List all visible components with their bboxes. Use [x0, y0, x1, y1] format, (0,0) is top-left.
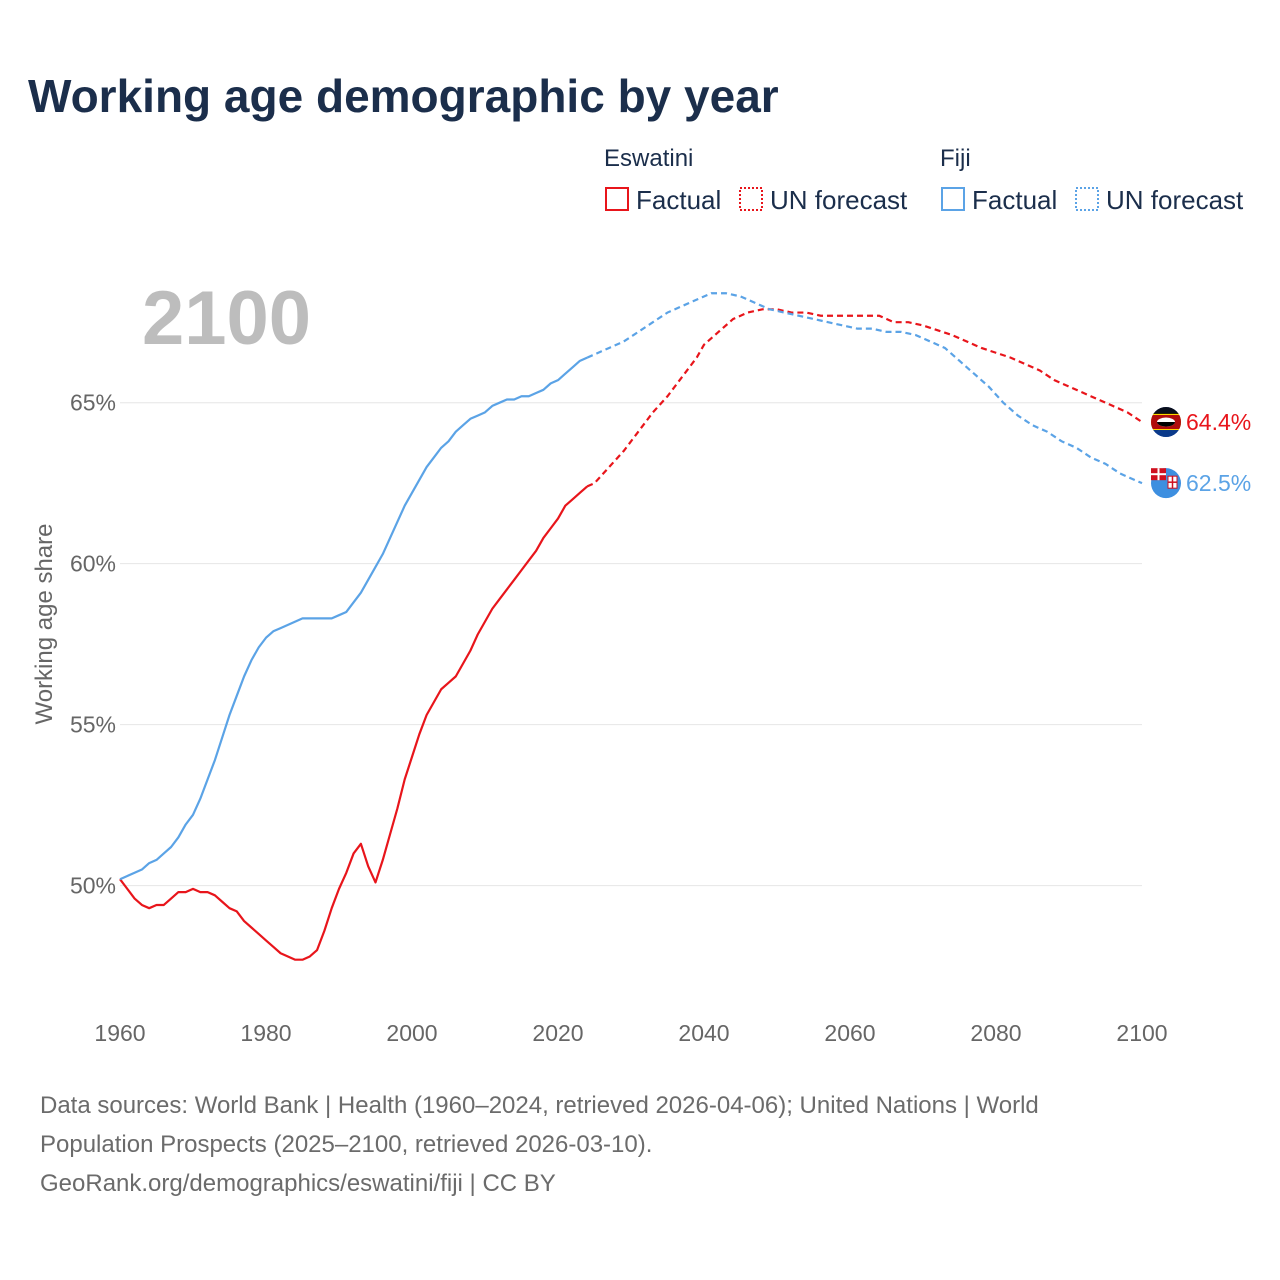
legend: Eswatini Factual UN forecast Fiji Factua… — [604, 145, 1244, 215]
end-label-eswatini: 64.4% — [1186, 409, 1251, 435]
series-line-fiji-forecast — [586, 292, 1143, 485]
series-line-fiji-factual — [119, 356, 588, 881]
gridlines — [120, 402, 1142, 887]
fiji-flag-icon — [1151, 468, 1181, 499]
legend-group-eswatini[interactable]: Eswatini Factual UN forecast — [604, 145, 908, 215]
legend-group-label: Eswatini — [604, 145, 693, 172]
y-axis-ticks: 50% 55% 60% 65% — [70, 390, 116, 899]
x-tick-label: 1980 — [240, 1020, 291, 1046]
x-tick-label: 2020 — [532, 1020, 583, 1046]
legend-label-fiji-factual: Factual — [972, 185, 1057, 215]
y-tick-label: 55% — [70, 712, 116, 738]
y-tick-label: 65% — [70, 390, 116, 416]
source-line-2: Population Prospects (2025–2100, retriev… — [40, 1131, 652, 1158]
legend-label-eswatini-factual: Factual — [636, 185, 721, 215]
x-tick-label: 2100 — [1116, 1020, 1167, 1046]
y-tick-label: 50% — [70, 873, 116, 899]
end-label-fiji: 62.5% — [1186, 470, 1251, 496]
x-tick-label: 2000 — [386, 1020, 437, 1046]
legend-swatch-fiji-factual — [941, 187, 965, 211]
series-lines — [119, 292, 1143, 961]
legend-swatch-eswatini-factual — [605, 187, 629, 211]
y-tick-label: 60% — [70, 551, 116, 577]
x-tick-label: 2060 — [824, 1020, 875, 1046]
source-line-1: Data sources: World Bank | Health (1960–… — [40, 1092, 1039, 1119]
x-tick-label: 2040 — [678, 1020, 729, 1046]
year-watermark: 2100 — [142, 276, 311, 361]
chart-title: Working age demographic by year — [28, 70, 779, 122]
x-tick-label: 2080 — [970, 1020, 1021, 1046]
end-markers — [1151, 407, 1181, 499]
legend-label-eswatini-forecast: UN forecast — [770, 185, 908, 215]
legend-swatch-fiji-forecast — [1075, 187, 1099, 211]
legend-label-fiji-forecast: UN forecast — [1106, 185, 1244, 215]
series-line-eswatini-forecast — [586, 308, 1143, 488]
source-line-3: GeoRank.org/demographics/eswatini/fiji |… — [40, 1170, 556, 1197]
x-tick-label: 1960 — [94, 1020, 145, 1046]
x-axis-ticks: 1960 1980 2000 2020 2040 2060 2080 2100 — [94, 1020, 1167, 1046]
y-axis-label: Working age share — [31, 524, 58, 725]
legend-group-fiji[interactable]: Fiji Factual UN forecast — [940, 145, 1244, 215]
series-line-eswatini-factual — [119, 485, 588, 961]
legend-group-label: Fiji — [940, 145, 971, 172]
legend-swatch-eswatini-forecast — [739, 187, 763, 211]
eswatini-flag-icon — [1151, 407, 1181, 438]
